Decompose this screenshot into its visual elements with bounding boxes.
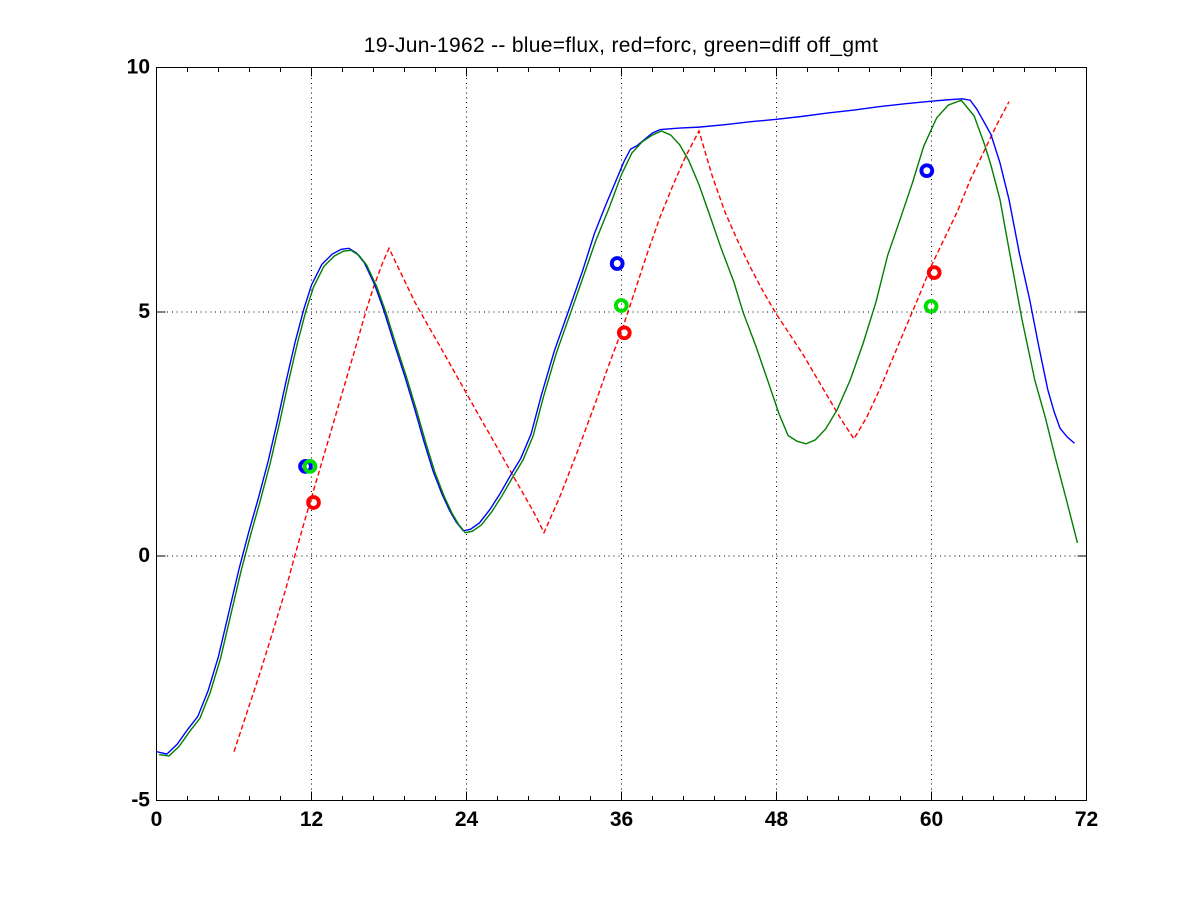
svg-text:0: 0 <box>138 544 150 567</box>
svg-text:48: 48 <box>765 808 789 831</box>
svg-text:12: 12 <box>300 808 323 831</box>
svg-text:0: 0 <box>151 808 163 831</box>
svg-text:-5: -5 <box>131 789 150 812</box>
svg-text:5: 5 <box>138 300 150 323</box>
svg-text:36: 36 <box>610 808 633 831</box>
svg-text:24: 24 <box>455 808 479 831</box>
svg-text:72: 72 <box>1075 808 1098 831</box>
svg-text:19-Jun-1962 -- blue=flux, red=: 19-Jun-1962 -- blue=flux, red=forc, gree… <box>364 34 878 57</box>
svg-text:60: 60 <box>920 808 943 831</box>
svg-text:10: 10 <box>127 56 150 79</box>
